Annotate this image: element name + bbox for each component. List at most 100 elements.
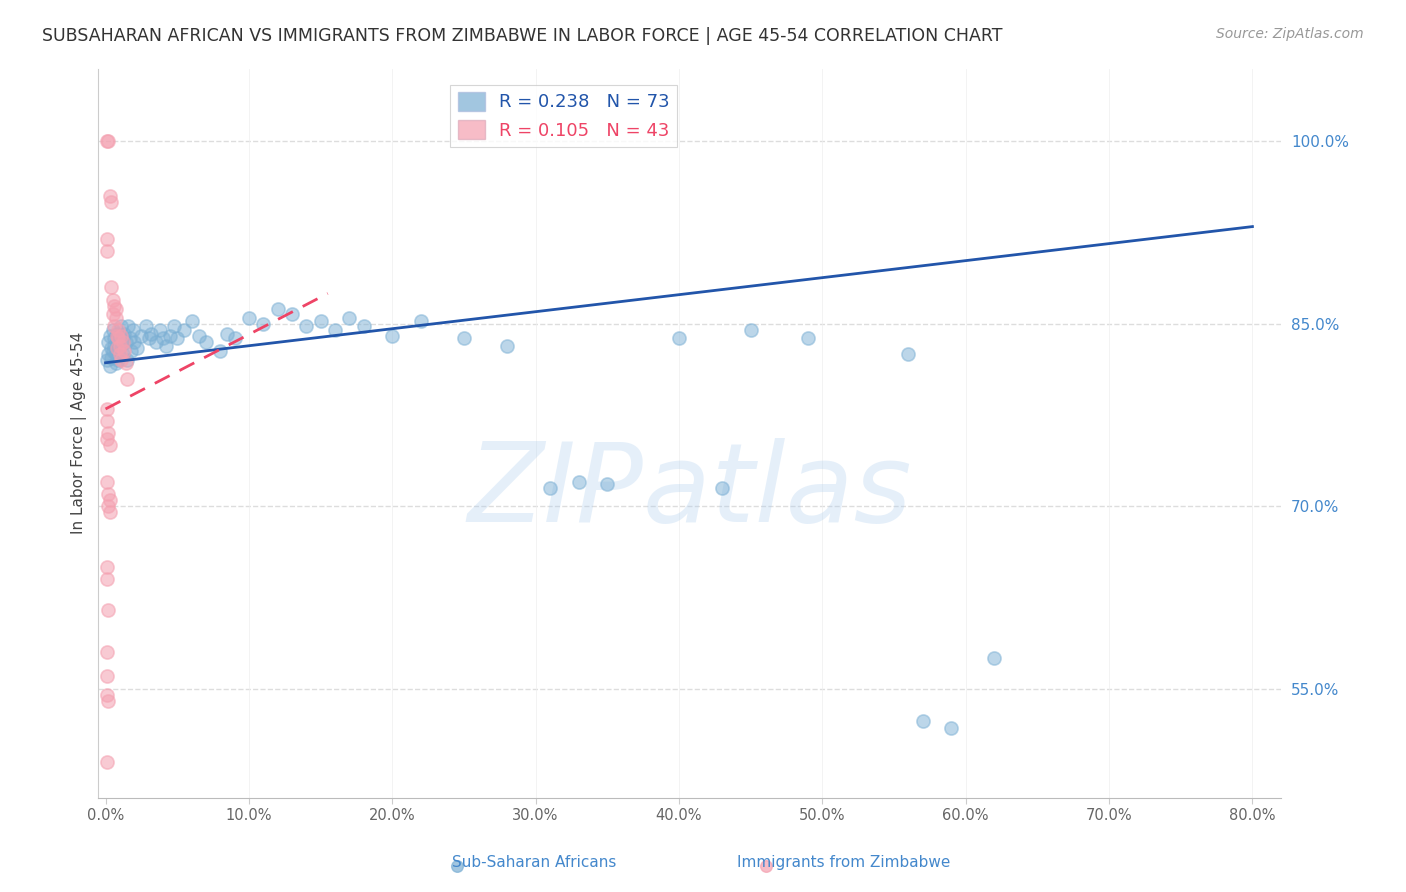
Point <box>238 310 260 325</box>
Point <box>108 347 131 361</box>
Point <box>104 302 127 317</box>
Point <box>100 195 122 210</box>
Text: SUBSAHARAN AFRICAN VS IMMIGRANTS FROM ZIMBABWE IN LABOR FORCE | AGE 45-54 CORREL: SUBSAHARAN AFRICAN VS IMMIGRANTS FROM ZI… <box>42 27 1002 45</box>
Point <box>107 343 129 358</box>
Point <box>295 319 318 334</box>
Point <box>97 335 120 350</box>
Point <box>98 329 121 343</box>
Point <box>111 347 134 361</box>
Point <box>115 353 138 368</box>
Point <box>101 343 124 358</box>
Point <box>105 326 128 341</box>
Point <box>173 323 195 337</box>
Point <box>538 481 561 495</box>
Point <box>97 694 120 708</box>
Point <box>105 329 128 343</box>
Point <box>96 669 118 683</box>
Text: Source: ZipAtlas.com: Source: ZipAtlas.com <box>1216 27 1364 41</box>
Point <box>96 433 118 447</box>
Point <box>135 319 157 334</box>
Point <box>755 858 778 872</box>
Point <box>100 280 122 294</box>
Text: Sub-Saharan Africans: Sub-Saharan Africans <box>453 855 616 870</box>
Point <box>107 353 129 368</box>
Point <box>96 560 118 574</box>
Point <box>110 353 132 368</box>
Point <box>108 339 131 353</box>
Point <box>217 326 239 341</box>
Point <box>107 323 129 337</box>
Point <box>409 314 432 328</box>
Point <box>108 329 131 343</box>
Text: Immigrants from Zimbabwe: Immigrants from Zimbabwe <box>737 855 950 870</box>
Point <box>111 335 134 350</box>
Point <box>97 347 120 361</box>
Point <box>96 135 118 149</box>
Point <box>103 299 125 313</box>
Point <box>101 323 124 337</box>
Point <box>668 331 690 345</box>
Point <box>141 326 163 341</box>
Point <box>194 335 217 350</box>
Point <box>496 339 519 353</box>
Point <box>941 721 963 735</box>
Point <box>568 475 591 489</box>
Point <box>187 329 209 343</box>
Point <box>101 307 124 321</box>
Point <box>96 688 118 702</box>
Point <box>96 645 118 659</box>
Point <box>98 438 121 452</box>
Point <box>107 331 129 345</box>
Point <box>104 310 127 325</box>
Point <box>120 343 142 358</box>
Point <box>98 359 121 374</box>
Point <box>266 302 288 317</box>
Point <box>97 135 120 149</box>
Point <box>96 414 118 428</box>
Point <box>145 335 167 350</box>
Point <box>159 329 181 343</box>
Point <box>96 353 118 368</box>
Point <box>309 314 332 328</box>
Point <box>224 331 246 345</box>
Point <box>711 481 734 495</box>
Point <box>103 339 125 353</box>
Point <box>163 319 186 334</box>
Point <box>117 319 139 334</box>
Point <box>98 505 121 519</box>
Point <box>100 341 122 355</box>
Point <box>110 329 132 343</box>
Point <box>105 341 128 355</box>
Legend: R = 0.238   N = 73, R = 0.105   N = 43: R = 0.238 N = 73, R = 0.105 N = 43 <box>450 85 676 147</box>
Point <box>121 323 143 337</box>
Point <box>111 331 134 345</box>
Point <box>112 326 135 341</box>
Point <box>114 335 136 350</box>
Point <box>105 335 128 350</box>
Point <box>96 244 118 258</box>
Point <box>281 307 304 321</box>
Point <box>138 331 160 345</box>
Point <box>353 319 375 334</box>
Point <box>98 493 121 508</box>
Point <box>166 331 188 345</box>
Point <box>97 426 120 441</box>
Point <box>180 314 202 328</box>
Point <box>96 232 118 246</box>
Point <box>897 347 920 361</box>
Point <box>596 477 619 491</box>
Point <box>97 487 120 501</box>
Point <box>104 356 127 370</box>
Point <box>114 356 136 370</box>
Point <box>323 323 346 337</box>
Point <box>740 323 762 337</box>
Point <box>453 331 475 345</box>
Point <box>983 651 1005 665</box>
Point <box>252 317 274 331</box>
Point <box>149 323 172 337</box>
Point <box>103 319 125 334</box>
Point <box>98 189 121 203</box>
Point <box>108 339 131 353</box>
Point <box>381 329 404 343</box>
Text: ZIPatlas: ZIPatlas <box>467 438 912 545</box>
